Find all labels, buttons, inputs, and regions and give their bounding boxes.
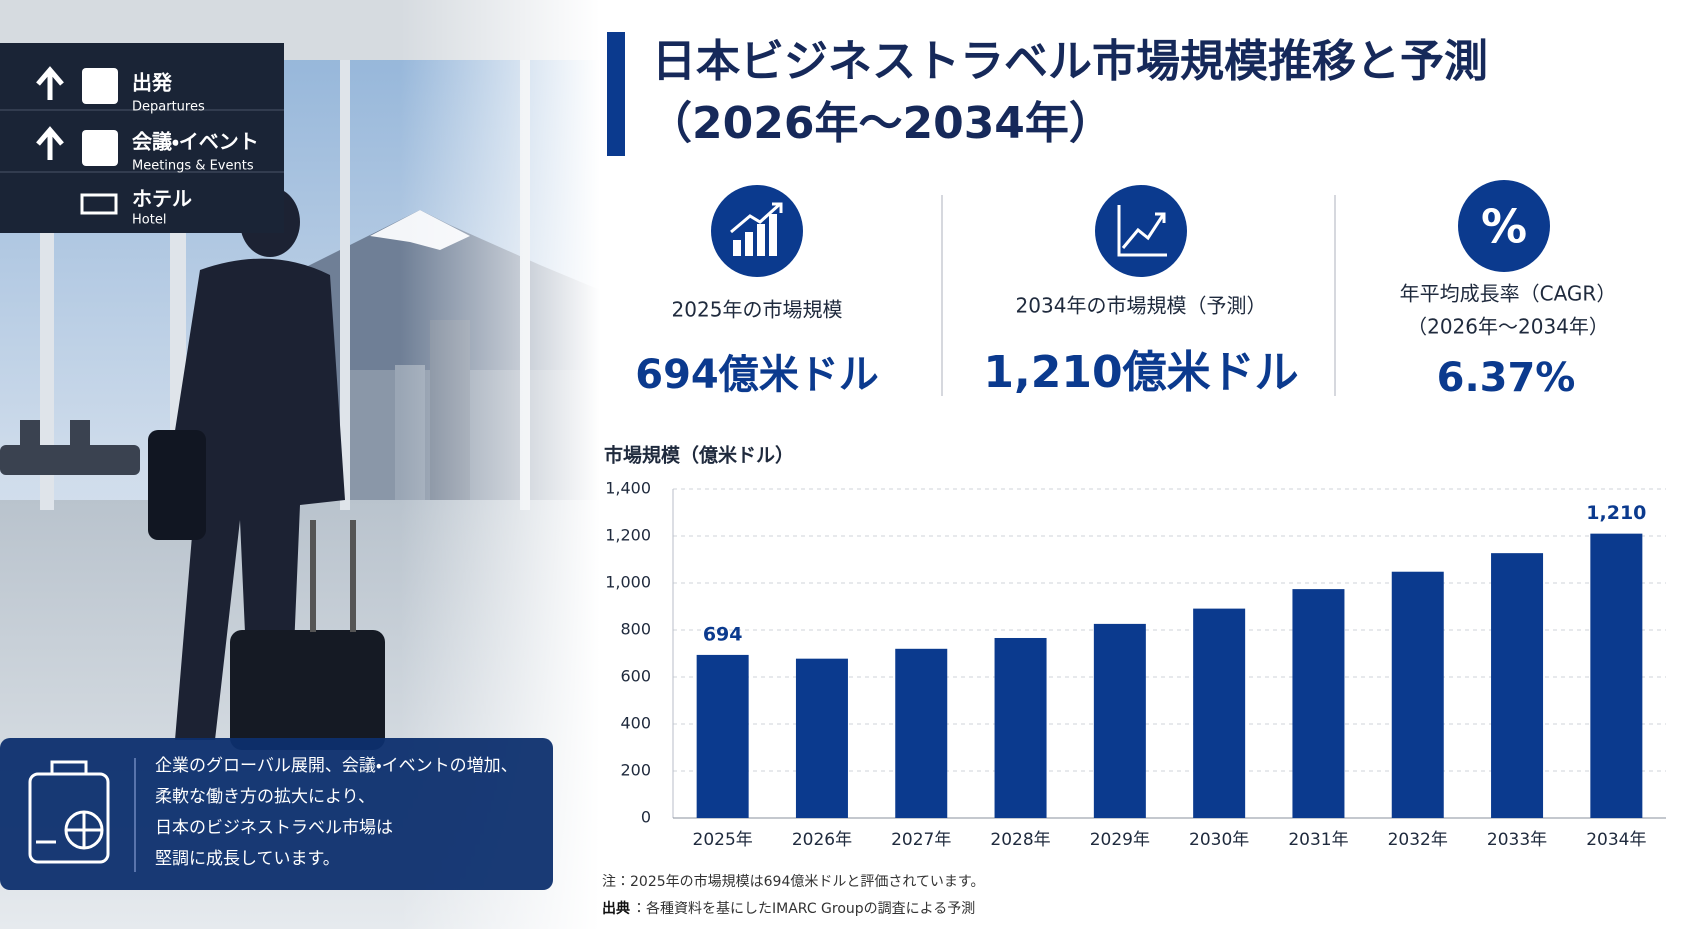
kpi-label: 2034年の市場規模（予測） (1016, 294, 1267, 318)
summary-box: 企業のグローバル展開、会議・イベントの増加、 柔軟な働き方の拡大により、 日本の… (0, 738, 553, 890)
y-tick-label: 1,400 (605, 479, 651, 498)
x-tick-label: 2026年 (792, 830, 852, 850)
summary-line: 堅調に成長しています。 (155, 849, 340, 869)
header: 日本ビジネストラベル市場規模推移と予測 （2026年～2034年） (607, 32, 1488, 156)
sign-en: Meetings & Events (132, 159, 254, 174)
kpi-value: 6.37% (1437, 355, 1576, 401)
signage: 出発 Departures 会議・イベント Meetings & Events … (0, 43, 284, 233)
chart: 市場規模（億米ドル） 0 200 400 600 800 1,000 1,200 1,400 2… (604, 444, 1666, 850)
bar (1391, 571, 1444, 818)
bar (795, 658, 848, 818)
kpi-icon: % (1481, 200, 1527, 254)
kpi-label: 2025年の市場規模 (672, 298, 843, 322)
y-tick-label: 800 (620, 620, 651, 639)
bar (696, 654, 749, 818)
bar (1491, 553, 1544, 818)
data-label: 1,210 (1586, 502, 1646, 524)
source-label: 出典 (602, 900, 630, 917)
bar (1590, 533, 1643, 818)
bar (895, 648, 948, 818)
bar (1093, 623, 1146, 818)
x-tick-label: 2030年 (1189, 830, 1249, 850)
x-tick-label: 2027年 (891, 830, 951, 850)
x-tick-label: 2032年 (1388, 830, 1448, 850)
bar (994, 637, 1047, 818)
kpi-label: （2026年～2034年） (1407, 315, 1609, 339)
notes: 注：2025年の市場規模は694億米ドルと評価されています。 出典 ：各種資料を… (602, 874, 985, 917)
kpi-label: 年平均成長率（CAGR） (1400, 282, 1617, 306)
bar (1193, 608, 1246, 818)
kpis: % 2025年の市場規模 694億米ドル 2034年の市場規模（予測） 1,21… (635, 180, 1616, 401)
title: 日本ビジネストラベル市場規模推移と予測 (652, 36, 1488, 87)
kpi-value: 694億米ドル (635, 352, 879, 398)
y-tick-label: 200 (620, 761, 651, 780)
y-tick-label: 0 (641, 808, 651, 827)
summary-line: 日本のビジネストラベル市場は (155, 818, 393, 838)
sign-ja: 出発 (132, 71, 173, 95)
source: ：各種資料を基にしたIMARC Groupの調査による予測 (632, 900, 975, 917)
y-tick-label: 1,000 (605, 573, 651, 592)
summary-line: 柔軟な働き方の拡大により、 (155, 787, 375, 807)
x-tick-label: 2031年 (1288, 830, 1348, 850)
x-tick-label: 2034年 (1586, 830, 1646, 850)
x-tick-label: 2033年 (1487, 830, 1547, 850)
kpi-value: 1,210億米ドル (983, 347, 1298, 398)
x-tick-label: 2028年 (990, 830, 1050, 850)
note: 注：2025年の市場規模は694億米ドルと評価されています。 (602, 874, 985, 890)
bar (1292, 589, 1345, 818)
y-tick-label: 600 (620, 667, 651, 686)
title: （2026年～2034年） (648, 98, 1113, 149)
x-tick-label: 2025年 (693, 830, 753, 850)
summary-line: 企業のグローバル展開、会議・イベントの増加、 (155, 756, 518, 776)
sign-en: Hotel (132, 213, 166, 228)
y-axis-label: 市場規模（億米ドル） (604, 444, 794, 467)
y-tick-label: 400 (620, 714, 651, 733)
data-label: 694 (703, 623, 743, 645)
sign-en: Departures (132, 100, 205, 115)
x-tick-label: 2029年 (1090, 830, 1150, 850)
y-tick-label: 1,200 (605, 526, 651, 545)
traveler (148, 187, 385, 750)
sign-ja: ホテル (132, 187, 192, 211)
sign-ja: 会議・イベント (132, 130, 259, 154)
